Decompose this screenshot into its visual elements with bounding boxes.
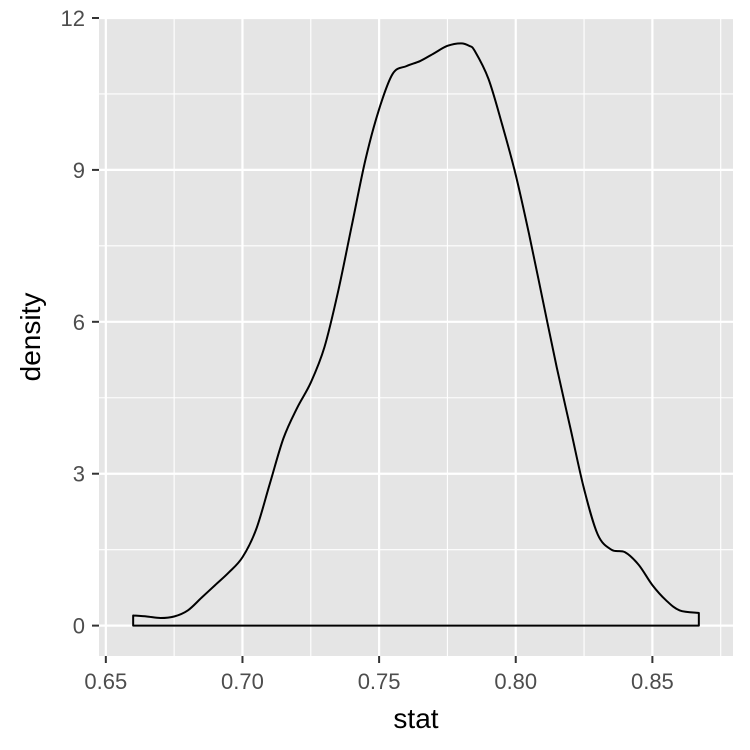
x-tick-label: 0.80 xyxy=(494,669,537,694)
minor-gridlines xyxy=(99,18,733,656)
x-tick-label: 0.85 xyxy=(631,669,674,694)
x-tick-label: 0.65 xyxy=(84,669,127,694)
y-tick-label: 3 xyxy=(73,462,85,487)
y-axis-title: density xyxy=(15,293,46,382)
x-tick-label: 0.75 xyxy=(358,669,401,694)
density-curve-layer xyxy=(132,42,700,627)
major-gridlines xyxy=(99,16,733,656)
plot-panel xyxy=(99,18,733,656)
density-curve-0 xyxy=(132,42,700,627)
axes-layer: 0.65 0.70 0.75 0.80 0.85 0 3 6 9 12 xyxy=(61,6,674,694)
x-tick-label: 0.70 xyxy=(221,669,264,694)
y-tick-label: 12 xyxy=(61,6,85,31)
y-tick-label: 6 xyxy=(73,310,85,335)
y-tick-label: 9 xyxy=(73,158,85,183)
y-tick-label: 0 xyxy=(73,614,85,639)
x-axis-title: stat xyxy=(393,703,438,734)
